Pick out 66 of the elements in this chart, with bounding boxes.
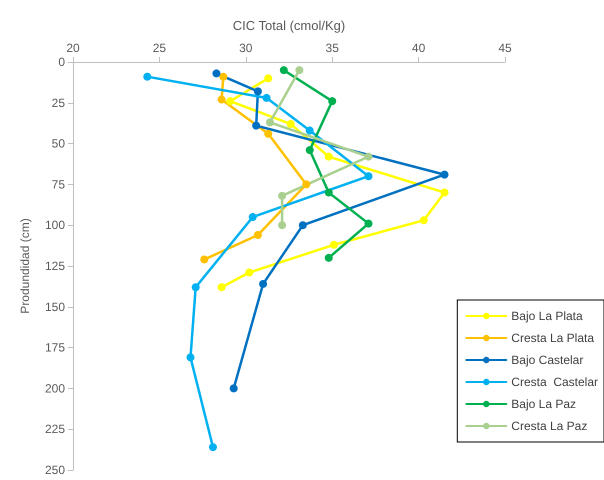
point — [280, 66, 288, 74]
y-tick-label: 75 — [52, 177, 66, 192]
point — [252, 122, 260, 130]
point — [278, 192, 286, 200]
point — [286, 120, 295, 128]
point — [328, 97, 336, 106]
legend-label: Cresta La Plata — [511, 331, 594, 345]
legend-label: Cresta Castelar — [511, 375, 598, 389]
y-tick-label: 150 — [44, 300, 66, 314]
point — [420, 216, 428, 224]
point — [440, 188, 449, 197]
legend-label: Cresta La Paz — [511, 419, 588, 433]
y-tick-label: 100 — [44, 218, 66, 232]
x-tick-label: 20 — [66, 41, 80, 55]
point — [306, 146, 314, 154]
x-tick-label: 30 — [239, 41, 253, 55]
point — [248, 213, 257, 222]
y-tick-label: 200 — [44, 381, 66, 396]
x-tick-label: 45 — [498, 41, 512, 55]
x-tick-label: 40 — [412, 41, 426, 55]
point — [208, 443, 217, 452]
point — [259, 280, 268, 288]
point — [264, 130, 272, 138]
point — [254, 230, 262, 239]
point — [219, 72, 228, 81]
point — [226, 97, 234, 106]
legend-label: Bajo La Plata — [511, 309, 584, 323]
point — [306, 126, 314, 135]
point — [143, 72, 152, 81]
y-tick-label: 0 — [58, 55, 66, 69]
point — [212, 69, 220, 78]
point — [298, 221, 307, 230]
point — [364, 152, 372, 161]
point — [440, 170, 449, 179]
point — [324, 152, 333, 161]
point — [264, 74, 272, 82]
point — [200, 255, 208, 264]
point — [295, 66, 304, 74]
point — [245, 268, 254, 277]
point — [218, 283, 226, 292]
point — [218, 96, 226, 104]
x-axis-title: CIC Total (cmol/Kg) — [232, 18, 346, 33]
legend-label: Bajo La Paz — [511, 397, 576, 411]
point — [324, 254, 333, 262]
point — [364, 220, 372, 228]
point — [192, 283, 200, 292]
y-tick-label: 225 — [44, 422, 66, 436]
legend-label: Bajo Castelar — [511, 353, 584, 367]
y-tick-label: 250 — [44, 463, 66, 477]
y-tick-label: 125 — [44, 259, 66, 273]
point — [266, 118, 274, 126]
point — [262, 94, 271, 102]
y-tick-label: 175 — [44, 340, 66, 355]
y-tick-label: 25 — [52, 96, 66, 110]
x-tick-label: 25 — [152, 41, 166, 55]
point — [254, 87, 262, 96]
point — [330, 240, 338, 249]
point — [278, 221, 286, 230]
point — [324, 188, 333, 197]
point — [186, 353, 195, 362]
point — [230, 384, 238, 392]
y-axis-title: Produndidad (cm) — [18, 218, 32, 314]
point — [302, 180, 310, 188]
point — [364, 172, 372, 180]
y-tick-label: 50 — [52, 136, 66, 151]
x-tick-label: 35 — [326, 41, 340, 55]
